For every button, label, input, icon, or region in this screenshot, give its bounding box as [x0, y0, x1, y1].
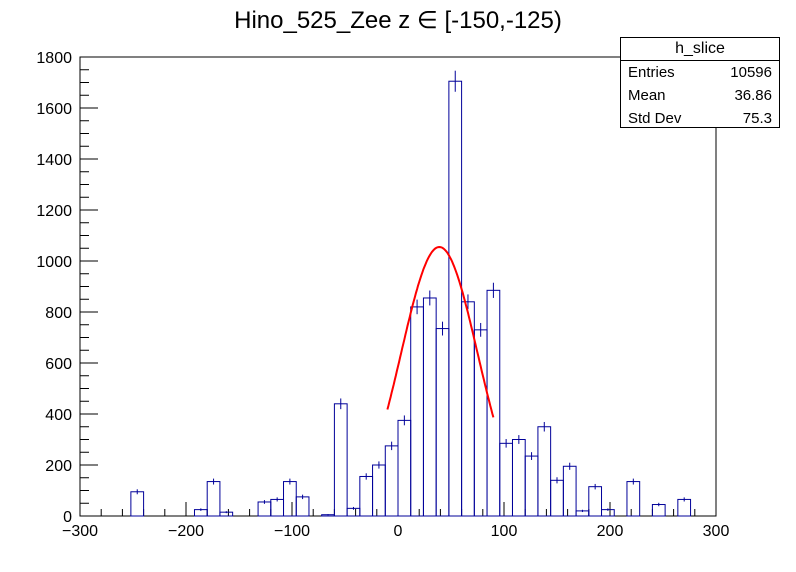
y-tick-label: 600	[45, 356, 72, 373]
stats-row-entries: Entries 10596	[621, 61, 779, 84]
x-tick-label: −100	[274, 523, 310, 540]
histogram-bin	[588, 486, 603, 517]
histogram-bin	[511, 439, 526, 517]
histogram-bin	[270, 498, 285, 517]
stats-value: 36.86	[734, 87, 772, 104]
histogram-bin	[435, 328, 450, 517]
histogram-bin	[283, 481, 297, 517]
chart-title: Hino_525_Zee z ∈ [-150,-125)	[234, 7, 562, 34]
x-tick-label: 300	[703, 523, 730, 540]
stats-title: h_slice	[621, 38, 779, 61]
x-tick-label: 100	[491, 523, 518, 540]
histogram-bin	[537, 426, 552, 517]
histogram-bin	[384, 445, 399, 517]
x-tick-label: 0	[394, 523, 403, 540]
y-tick-label: 1800	[36, 50, 72, 67]
y-tick-label: 400	[45, 407, 72, 424]
x-tick-labels: −300 −200 −100 0 100 200 300	[62, 523, 729, 540]
histogram-bin	[562, 465, 577, 517]
y-tick-label: 1400	[36, 152, 72, 169]
histogram-bin	[524, 455, 539, 517]
histogram-bin	[626, 481, 641, 517]
histogram-bin	[473, 329, 488, 517]
histogram-bin	[422, 297, 437, 517]
y-tick-label: 0	[63, 509, 72, 526]
y-tick-label: 1600	[36, 101, 72, 118]
y-tick-label: 200	[45, 458, 72, 475]
stats-row-stddev: Std Dev 75.3	[621, 107, 779, 130]
histogram-bin	[257, 501, 272, 517]
y-tick-label: 1200	[36, 203, 72, 220]
histogram-bin	[397, 419, 412, 517]
histogram-bin	[333, 403, 348, 517]
histogram-bin	[550, 479, 564, 517]
y-tick-label: 1000	[36, 254, 72, 271]
y-tick-label: 800	[45, 305, 72, 322]
histogram-bin	[206, 481, 221, 517]
stats-row-mean: Mean 36.86	[621, 84, 779, 107]
error-bars	[136, 70, 685, 516]
stats-box: h_slice Entries 10596 Mean 36.86 Std Dev…	[620, 37, 780, 128]
histogram-bin	[295, 496, 310, 517]
stats-value: 75.3	[742, 110, 772, 127]
histogram-bin	[372, 464, 386, 517]
stats-label: Mean	[628, 87, 666, 104]
histogram-bin	[359, 475, 374, 517]
stats-value: 10596	[730, 64, 772, 81]
histogram-bin	[410, 306, 424, 517]
histogram-bin	[448, 80, 463, 517]
x-tick-label: −300	[62, 523, 98, 540]
gaussian-fit-curve	[386, 245, 495, 418]
histogram-bars	[130, 80, 692, 517]
stats-label: Std Dev	[628, 110, 682, 127]
histogram-bin	[651, 504, 666, 517]
histogram-bin	[130, 491, 145, 517]
histogram-bin	[677, 498, 692, 517]
histogram-bin	[499, 442, 513, 517]
x-tick-label: −200	[168, 523, 204, 540]
x-tick-label: 200	[597, 523, 624, 540]
y-tick-labels: 0 200 400 600 800 1000 1200 1400 1600 1800	[36, 50, 72, 526]
stats-label: Entries	[628, 64, 675, 81]
